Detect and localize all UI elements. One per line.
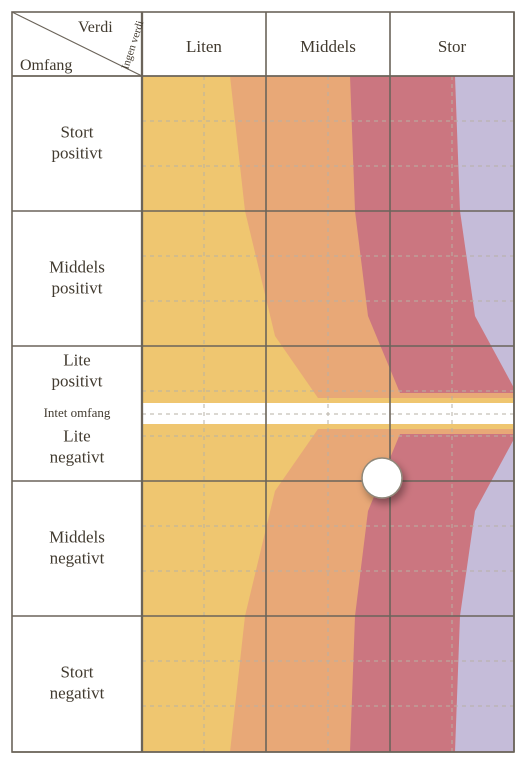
marker-circle — [362, 458, 402, 498]
header: VerdiOmfangIngen verdiLitenMiddelsStor — [12, 12, 467, 76]
header-verdi: Verdi — [78, 19, 113, 36]
row-label-0: Stort — [60, 122, 93, 141]
row-label-1: Middels — [49, 257, 105, 276]
row-label-0: positivt — [51, 143, 102, 162]
col-label-1: Middels — [300, 37, 356, 56]
assessment-marker — [362, 458, 402, 498]
col-label-0: Liten — [186, 37, 222, 56]
header-omfang: Omfang — [20, 57, 72, 74]
row-label-2: positivt — [51, 371, 102, 390]
row-label-1: positivt — [51, 278, 102, 297]
row-label-4: negativt — [50, 447, 105, 466]
row-label-2: Lite — [63, 350, 90, 369]
row-label-5: Middels — [49, 527, 105, 546]
row-label-3: Intet omfang — [44, 405, 111, 420]
row-label-6: Stort — [60, 662, 93, 681]
col-label-2: Stor — [438, 37, 467, 56]
row-label-4: Lite — [63, 426, 90, 445]
row-label-6: negativt — [50, 683, 105, 702]
row-label-5: negativt — [50, 548, 105, 567]
